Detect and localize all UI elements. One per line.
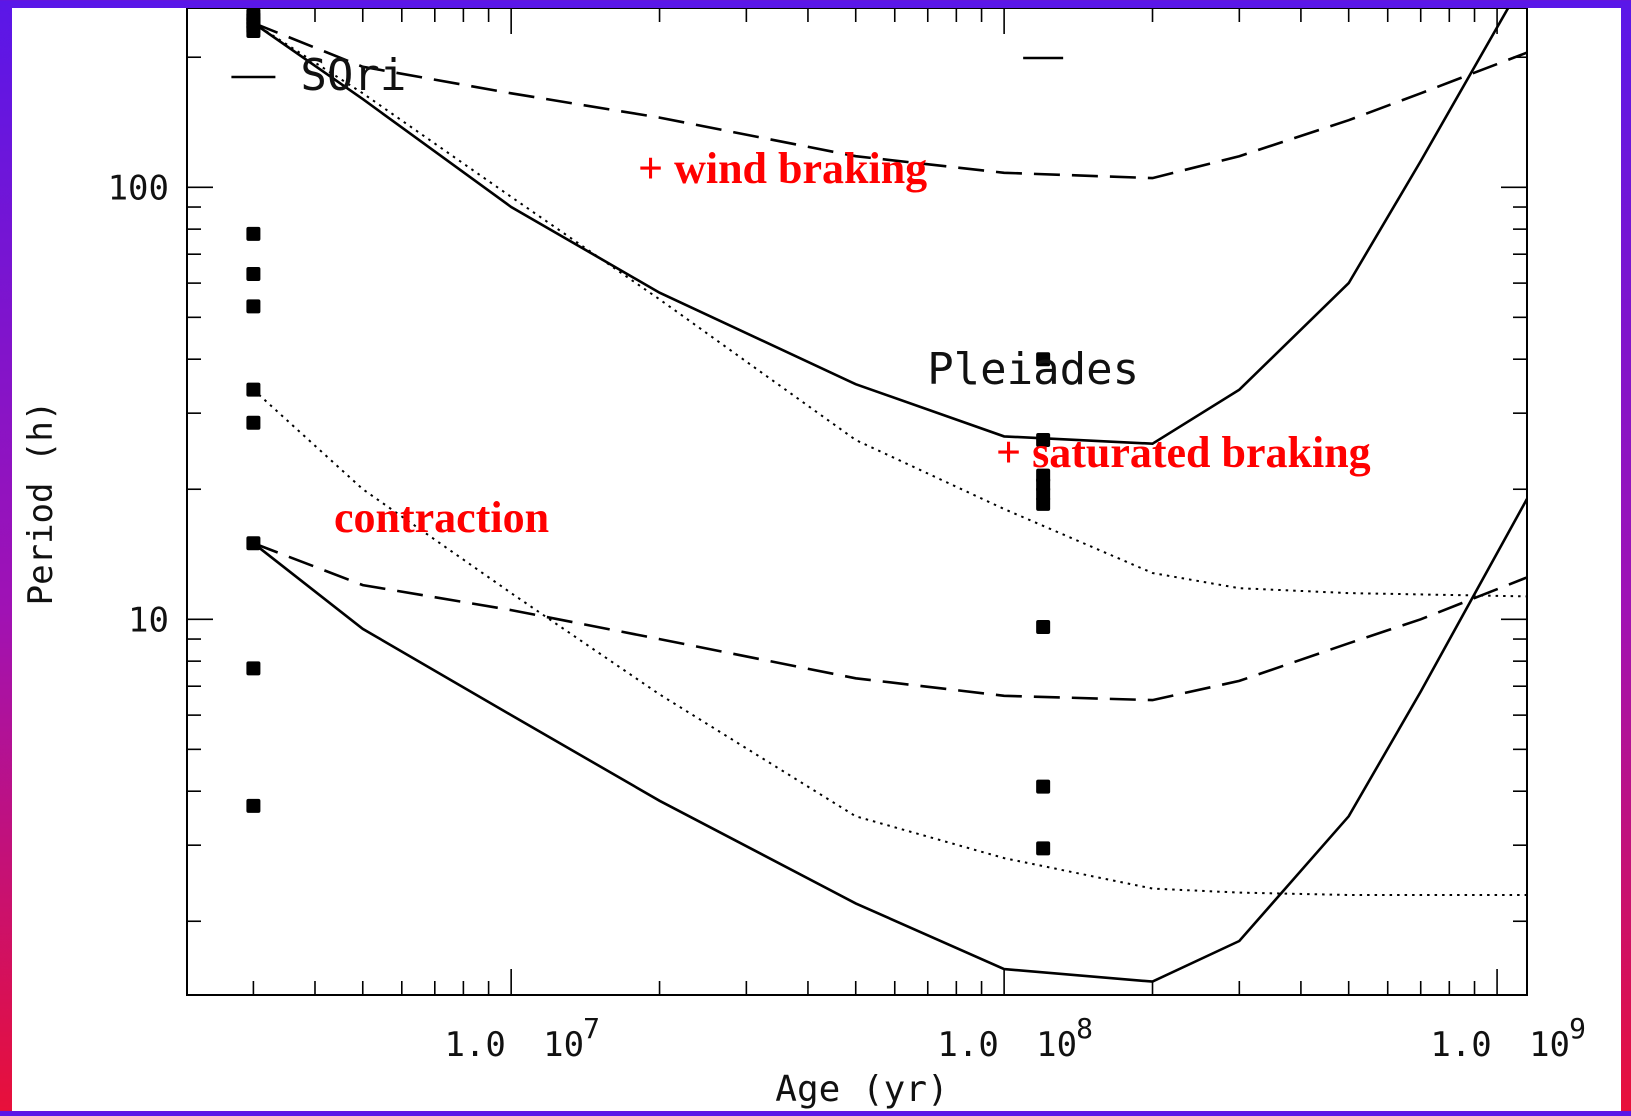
data-point [246, 24, 261, 39]
data-point [1036, 433, 1051, 448]
data-point [1036, 496, 1051, 511]
y-axis-label: Period (h) [21, 401, 61, 606]
data-point [246, 266, 261, 281]
y-tick-label: 10 [128, 600, 169, 640]
data-point [1036, 779, 1051, 794]
data-point [246, 299, 261, 314]
pleiades-label: Pleiades [927, 344, 1139, 395]
x-tick-label-mantissa: 1.0 [1430, 1025, 1491, 1065]
y-tick-labels: 10 100 [108, 168, 169, 640]
x-tick-label-base: 10 [1036, 1025, 1077, 1065]
x-tick-label-mantissa: 1.0 [444, 1025, 505, 1065]
curve-dotted-6 [252, 388, 1527, 896]
observed-periods [246, 8, 1051, 856]
curve-dashed-2 [252, 21, 1527, 180]
data-point [1036, 841, 1051, 856]
x-tick-labels: 1.0 10 7 1.0 10 8 1.0 10 9 [444, 1012, 1585, 1065]
cluster-labels: SOri Pleiades [231, 50, 1139, 395]
annotation-contraction: contraction [334, 493, 549, 542]
x-tick-label-base: 10 [543, 1025, 584, 1065]
curve-dashed-5 [252, 541, 1527, 702]
data-point [1036, 352, 1051, 367]
x-tick-label-base: 10 [1529, 1025, 1570, 1065]
axis-ticks [187, 8, 1527, 995]
x-tick-label-exponent: 9 [1569, 1012, 1586, 1045]
curve-dotted-3 [252, 22, 1527, 598]
data-point [246, 798, 261, 813]
x-tick-label-mantissa: 1.0 [937, 1025, 998, 1065]
annotations: + wind braking + saturated braking contrac… [334, 144, 1371, 542]
data-point [1036, 619, 1051, 634]
data-point [246, 536, 261, 551]
x-tick-label-exponent: 7 [583, 1012, 600, 1045]
annotation-saturated-braking: + saturated braking [996, 428, 1371, 477]
curve-solid-4 [252, 498, 1527, 983]
data-point [246, 226, 261, 241]
y-tick-label: 100 [108, 168, 169, 208]
data-point [246, 661, 261, 676]
x-axis-label: Age (yr) [775, 1069, 948, 1110]
data-point [246, 382, 261, 397]
curve-solid-1 [252, 8, 1510, 446]
sori-label: SOri [300, 50, 406, 101]
x-tick-label-exponent: 8 [1076, 1012, 1093, 1045]
data-point [246, 415, 261, 430]
annotation-wind-braking: + wind braking [638, 144, 927, 193]
figure-background: 10 100 1.0 10 7 1.0 10 8 1.0 10 9 SOri Pleiades + … [12, 7, 1621, 1111]
